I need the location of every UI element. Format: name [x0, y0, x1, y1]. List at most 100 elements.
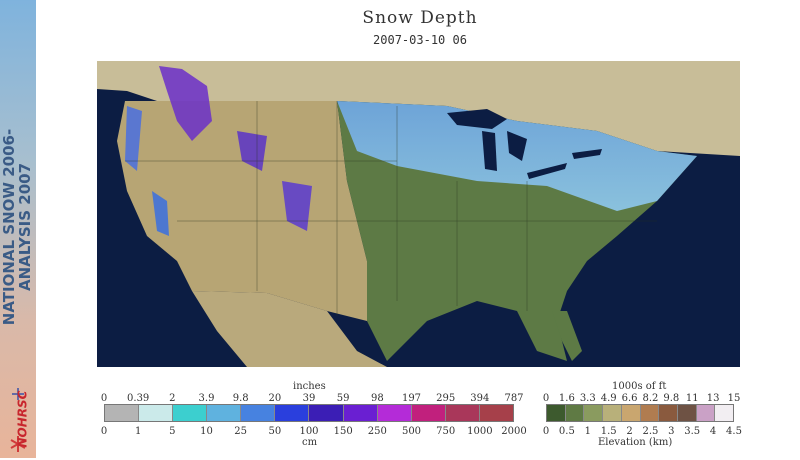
snow-swatch-11: [479, 405, 513, 421]
inches-tick-3: 3.9: [198, 393, 215, 404]
cm-tick-1: 1: [134, 426, 142, 437]
sierra-snow: [152, 191, 169, 236]
lake-superior: [447, 109, 507, 129]
elevation-swatch-8: [696, 405, 716, 421]
snow-swatch-2: [173, 405, 208, 421]
inches-tick-8: 98: [370, 393, 384, 404]
snow-swatch-9: [411, 405, 446, 421]
cm-tick-12: 2000: [501, 426, 527, 437]
inches-tick-2: 2: [169, 393, 176, 404]
cascades-snow: [125, 106, 142, 171]
snow-depth-map: [97, 61, 740, 367]
sidebar-title-line2: ANALYSIS: [16, 209, 34, 292]
ft-ticks: 0 1.6 3.3 4.9 6.6 8.2 9.8 11 13 15: [542, 393, 741, 405]
km-ticks: 0 0.5 1 1.5 2 2.5 3 3.5 4 4.5: [542, 426, 742, 438]
snow-swatch-7: [343, 405, 378, 421]
ft-tick-9: 15: [727, 393, 741, 404]
elevation-swatch-2: [584, 405, 604, 421]
snow-swatch-0: [105, 405, 140, 421]
page-title: Snow Depth: [362, 8, 478, 28]
ft-tick-2: 3.3: [579, 393, 596, 404]
sidebar-title: NATIONAL SNOW 2006- ANALYSIS 2007: [0, 129, 34, 325]
lake-huron: [507, 131, 527, 161]
ft-tick-8: 13: [706, 393, 720, 404]
snow-swatch-6: [309, 405, 344, 421]
ft-tick-1: 1.6: [558, 393, 575, 404]
snow-swatch-5: [275, 405, 310, 421]
florida: [552, 311, 582, 361]
elevation-swatch-0: [547, 405, 566, 421]
km-tick-8: 4: [709, 426, 717, 437]
inches-tick-12: 787: [504, 393, 524, 404]
inches-tick-11: 394: [470, 393, 490, 404]
elevation-swatch-6: [659, 405, 678, 421]
page-timestamp: 2007-03-10 06: [373, 33, 467, 47]
western-us: [117, 101, 367, 321]
elevation-swatch-5: [640, 405, 660, 421]
cm-tick-10: 750: [436, 426, 456, 437]
snow-swatch-10: [445, 405, 480, 421]
km-tick-3: 1.5: [600, 426, 617, 437]
km-tick-1: 0.5: [558, 426, 575, 437]
canada-land: [97, 61, 740, 156]
ft-tick-6: 9.8: [663, 393, 680, 404]
ft-tick-5: 8.2: [642, 393, 659, 404]
nohrsc-logo: NOHRSC: [2, 388, 34, 456]
cm-tick-4: 25: [234, 426, 248, 437]
km-tick-6: 3: [668, 426, 675, 437]
km-tick-5: 2.5: [642, 426, 659, 437]
lake-michigan: [482, 131, 497, 171]
ft-tick-7: 11: [685, 393, 699, 404]
snow-color-bar: [104, 404, 514, 422]
snow-swatch-3: [207, 405, 242, 421]
cm-tick-6: 100: [299, 426, 319, 437]
elevation-swatch-7: [677, 405, 697, 421]
snow-legend-top-unit: inches: [293, 381, 326, 392]
snow-swatch-1: [139, 405, 174, 421]
cm-tick-3: 10: [200, 426, 213, 437]
elevation-legend-top-unit: 1000s of ft: [612, 381, 667, 392]
logo-text: NOHRSC: [15, 390, 30, 448]
lake-erie: [527, 163, 567, 179]
km-tick-0: 0: [542, 426, 550, 437]
cm-tick-9: 500: [401, 426, 422, 437]
inches-ticks: 0 0.39 2 3.9 9.8 20 39 59 98 197 295 394 787: [100, 393, 524, 405]
cm-tick-0: 0: [100, 426, 108, 437]
ft-tick-0: 0: [542, 393, 550, 404]
cm-ticks: 0 1 5 10 25 50 100 150 250 500 750 1000 2000: [100, 426, 527, 438]
snow-legend-bottom-unit: cm: [302, 437, 318, 448]
inches-tick-6: 39: [302, 393, 316, 404]
elevation-swatch-1: [565, 405, 585, 421]
inches-tick-4: 9.8: [232, 393, 249, 404]
inches-tick-5: 20: [268, 393, 282, 404]
cm-tick-8: 250: [367, 426, 387, 437]
ft-tick-4: 6.6: [621, 393, 638, 404]
inches-tick-9: 197: [401, 393, 422, 404]
snow-swatch-4: [241, 405, 276, 421]
km-tick-7: 3.5: [684, 426, 701, 437]
elevation-swatch-4: [621, 405, 641, 421]
elevation-swatch-9: [715, 405, 734, 421]
inches-tick-0: 0: [100, 393, 108, 404]
ft-tick-3: 4.9: [600, 393, 617, 404]
elevation-legend-bottom-unit: Elevation (km): [598, 437, 673, 448]
elevation-color-bar: [546, 404, 734, 422]
snow-swatch-8: [377, 405, 412, 421]
inches-tick-10: 295: [436, 393, 456, 404]
sidebar-title-line2-year: 2007: [16, 162, 34, 205]
lake-ontario: [572, 149, 602, 159]
km-tick-2: 1: [584, 426, 591, 437]
km-tick-9: 4.5: [726, 426, 742, 437]
colorado-snow: [282, 181, 312, 231]
cm-tick-2: 5: [169, 426, 176, 437]
elevation-swatch-3: [603, 405, 622, 421]
rockies-snow-north: [159, 66, 212, 141]
sidebar-banner: NATIONAL SNOW 2006- ANALYSIS 2007 NOHRSC: [0, 0, 36, 458]
inches-tick-1: 0.39: [127, 393, 150, 404]
cm-tick-5: 50: [268, 426, 282, 437]
mexico-land: [192, 291, 387, 367]
cm-tick-7: 150: [333, 426, 353, 437]
snowflake-icon: [10, 388, 26, 452]
state-borders: [125, 101, 657, 316]
cm-tick-11: 1000: [467, 426, 493, 437]
